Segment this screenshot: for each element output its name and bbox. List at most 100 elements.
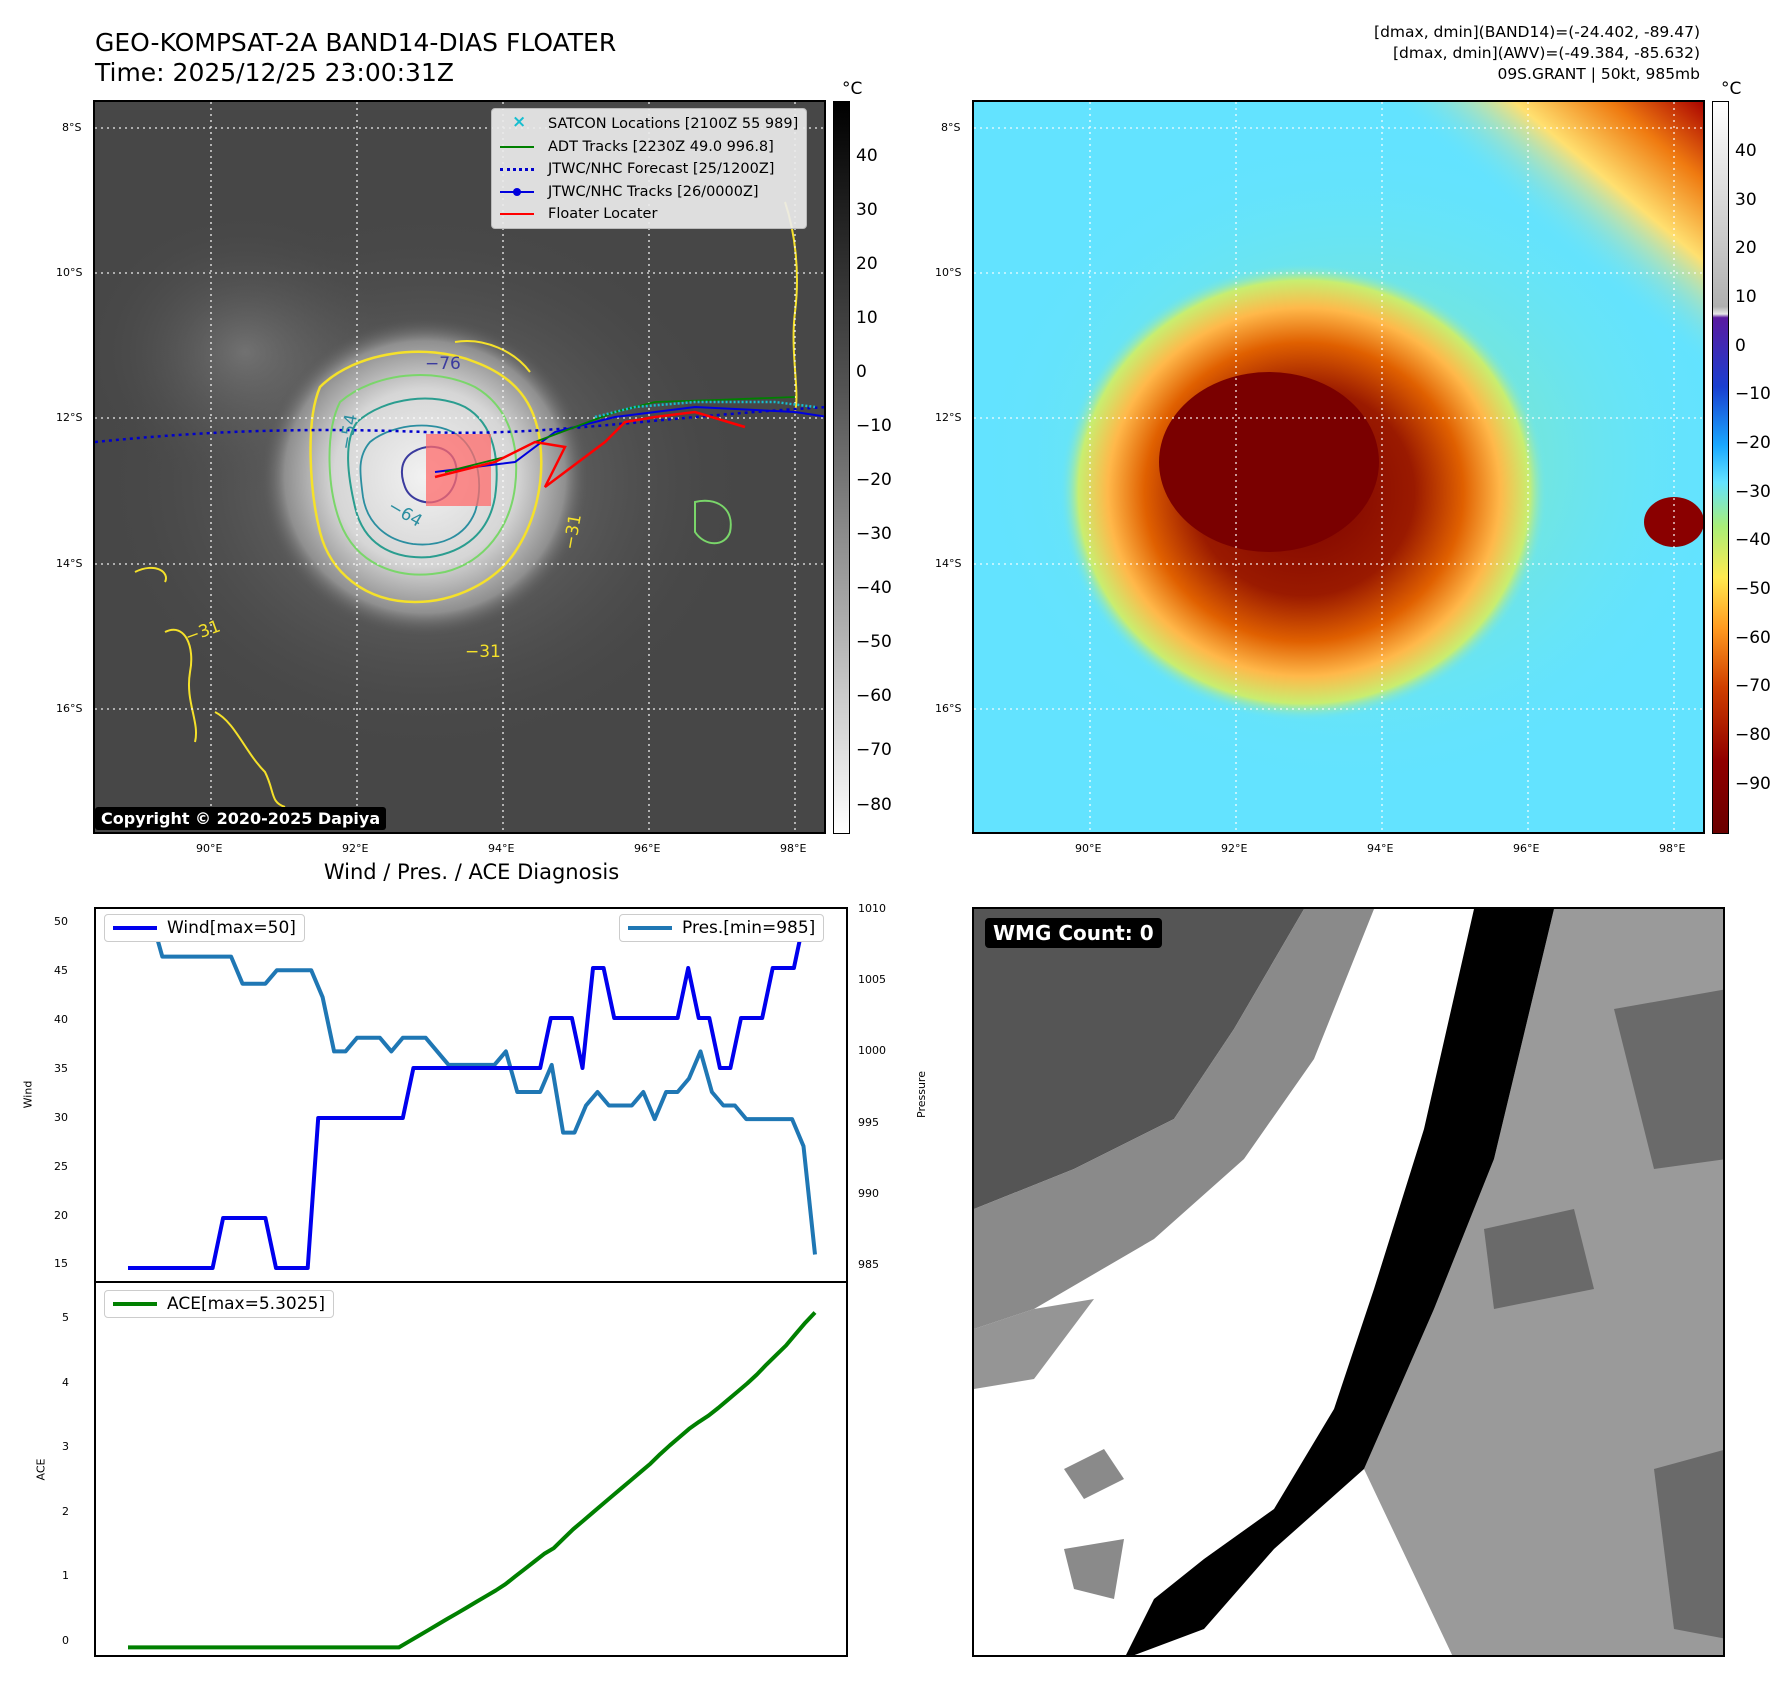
contour-label: −31 [465,642,501,662]
lon-tick: 92°E [1221,842,1248,855]
line-swatch-icon [113,1302,157,1306]
lat-tick: 14°S [56,557,83,570]
legend-label: Wind[max=50] [167,918,296,938]
ace-legend: ACE[max=5.3025] [104,1290,334,1318]
legend-label: ACE[max=5.3025] [167,1294,325,1314]
title-line-1: GEO-KOMPSAT-2A BAND14-DIAS FLOATER [95,28,617,57]
pressure-tick: 1010 [858,902,886,915]
line-swatch-icon [628,926,672,930]
title-line-2: Time: 2025/12/25 23:00:31Z [95,58,454,87]
pressure-tick: 985 [858,1258,879,1271]
dot-line-swatch-icon [500,185,534,199]
awv-colorbar [1712,101,1729,834]
colorbar-tick: 30 [856,200,878,220]
colorbar-tick: −10 [856,416,892,436]
colorbar-tick: −60 [856,686,892,706]
wind-tick: 15 [54,1257,68,1270]
colorbar-tick: −10 [1735,384,1771,404]
colorbar-tick: 0 [856,362,867,382]
lon-tick: 94°E [488,842,515,855]
lon-tick: 98°E [1659,842,1686,855]
legend-label: ADT Tracks [2230Z 49.0 996.8] [548,138,774,155]
wmg-panel [972,907,1725,1657]
lat-tick: 16°S [935,702,962,715]
pressure-legend: Pres.[min=985] [619,914,825,942]
colorbar-tick: −50 [1735,579,1771,599]
colorbar-tick: −30 [856,524,892,544]
legend-label: Pres.[min=985] [682,918,816,938]
lon-tick: 96°E [634,842,661,855]
ace-tick: 4 [62,1376,69,1389]
ir-map-legend: × SATCON Locations [2100Z 55 989] ADT Tr… [491,108,808,229]
pressure-tick: 995 [858,1116,879,1129]
colorbar-tick: −80 [856,795,892,815]
pressure-axis-label: Pressure [914,1071,928,1118]
legend-label: SATCON Locations [2100Z 55 989] [548,116,799,133]
colorbar-tick: −30 [1735,482,1771,502]
colorbar-tick: −70 [856,740,892,760]
ir-colorbar [833,101,850,834]
ace-panel [94,1281,848,1657]
legend-label: Floater Locater [548,206,658,223]
wind-tick: 35 [54,1062,68,1075]
wmg-count-badge: WMG Count: 0 [985,918,1162,948]
awv-map-panel [972,100,1705,834]
wind-series-line [128,916,815,1270]
ace-axis-label: ACE [34,1458,48,1481]
colorbar-tick: 0 [1735,336,1746,356]
copyright-badge: Copyright © 2020-2025 Dapiya [95,807,387,830]
lat-tick: 12°S [56,411,83,424]
wind-tick: 30 [54,1111,68,1124]
colorbar-tick: 20 [1735,238,1757,258]
ace-tick: 0 [62,1634,69,1647]
pressure-tick: 1000 [858,1044,886,1057]
colorbar-tick: 10 [1735,287,1757,307]
colorbar-tick: 20 [856,254,878,274]
wind-tick: 45 [54,964,68,977]
colorbar-tick: −20 [1735,433,1771,453]
wind-tick: 25 [54,1160,68,1173]
legend-label: JTWC/NHC Tracks [26/0000Z] [548,183,759,200]
legend-item-satcon: × SATCON Locations [2100Z 55 989] [500,112,799,136]
colorbar-unit: °C [1721,79,1742,99]
colorbar-tick: −20 [856,470,892,490]
colorbar-tick: −40 [856,578,892,598]
lon-tick: 98°E [780,842,807,855]
colorbar-tick: −80 [1735,725,1771,745]
info-line-3: 09S.GRANT | 50kt, 985mb [1497,65,1700,83]
wind-pressure-panel [94,907,848,1283]
wind-tick: 40 [54,1013,68,1026]
line-swatch-icon [113,926,157,930]
diagnosis-title: Wind / Pres. / ACE Diagnosis [323,860,620,884]
legend-label: JTWC/NHC Forecast [25/1200Z] [548,161,775,178]
pressure-tick: 1005 [858,973,886,986]
legend-item-floater: Floater Locater [500,203,798,226]
lon-tick: 96°E [1513,842,1540,855]
lon-tick: 94°E [1367,842,1394,855]
awv-map-image [974,102,1703,832]
ace-series-line [128,1311,817,1650]
dotted-line-swatch-icon [500,162,534,176]
colorbar-unit: °C [842,79,863,99]
contour-label: −76 [425,354,461,374]
lon-tick: 90°E [196,842,223,855]
lat-tick: 10°S [56,266,83,279]
ace-tick: 2 [62,1505,69,1518]
info-line-2: [dmax, dmin](AWV)=(-49.384, -85.632) [1393,44,1700,62]
figure-title: GEO-KOMPSAT-2A BAND14-DIAS FLOATER Time:… [95,28,616,88]
colorbar-tick: −70 [1735,676,1771,696]
storm-info: [dmax, dmin](BAND14)=(-24.402, -89.47) [… [1374,22,1700,85]
info-line-1: [dmax, dmin](BAND14)=(-24.402, -89.47) [1374,23,1700,41]
colorbar-tick: 40 [856,146,878,166]
x-marker-icon: × [512,112,527,133]
legend-item-forecast: JTWC/NHC Forecast [25/1200Z] [500,158,798,181]
lat-tick: 8°S [941,121,961,134]
colorbar-tick: −90 [1735,774,1771,794]
lat-tick: 10°S [935,266,962,279]
lon-tick: 90°E [1075,842,1102,855]
pressure-series-line [128,914,817,1255]
colorbar-tick: −50 [856,632,892,652]
wmg-image [974,909,1723,1655]
colorbar-tick: −60 [1735,628,1771,648]
